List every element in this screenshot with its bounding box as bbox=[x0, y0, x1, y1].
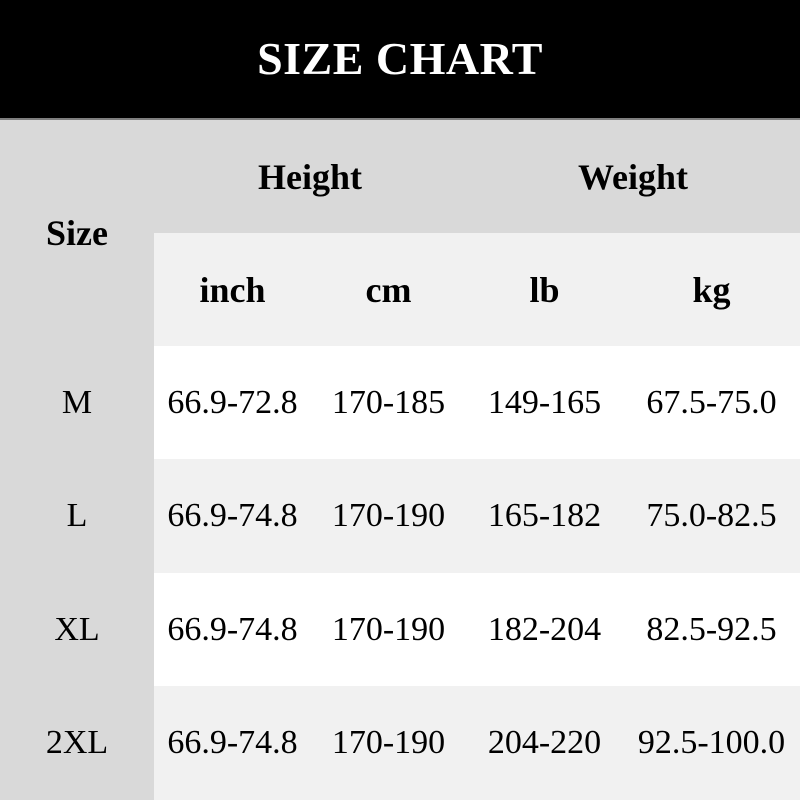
cell-l-weight-kg: 75.0-82.5 bbox=[623, 459, 800, 573]
unit-header-kg: kg bbox=[623, 233, 800, 346]
cell-2xl-height-inch: 66.9-74.8 bbox=[154, 686, 311, 800]
row-label-m: M bbox=[61, 383, 93, 421]
cell-xl-weight-lb: 182-204 bbox=[466, 573, 623, 686]
cell-l-height-cm: 170-190 bbox=[311, 459, 466, 573]
cell-2xl-weight-kg: 92.5-100.0 bbox=[623, 686, 800, 800]
cell-l-height-inch: 66.9-74.8 bbox=[154, 459, 311, 573]
cell-l-weight-lb: 165-182 bbox=[466, 459, 623, 573]
cell-2xl-weight-lb: 204-220 bbox=[466, 686, 623, 800]
cell-m-weight-lb: 149-165 bbox=[466, 346, 623, 459]
header-bar: SIZE CHART bbox=[0, 0, 800, 120]
cell-m-weight-kg: 67.5-75.0 bbox=[623, 346, 800, 459]
cell-m-height-cm: 170-185 bbox=[311, 346, 466, 459]
unit-header-inch: inch bbox=[154, 233, 311, 346]
size-table: Size Height Weight inch cm lb kg M 66.9-… bbox=[0, 120, 800, 800]
cell-2xl-height-cm: 170-190 bbox=[311, 686, 466, 800]
cell-m-height-inch: 66.9-72.8 bbox=[154, 346, 311, 459]
size-chart-title: SIZE CHART bbox=[257, 33, 543, 84]
unit-header-cm: cm bbox=[311, 233, 466, 346]
group-header-weight: Weight bbox=[577, 156, 688, 197]
row-label-xl: XL bbox=[54, 610, 100, 648]
cell-xl-height-inch: 66.9-74.8 bbox=[154, 573, 311, 686]
corner-header-size: Size bbox=[46, 213, 108, 253]
row-label-2xl: 2XL bbox=[45, 724, 109, 761]
cell-xl-weight-kg: 82.5-92.5 bbox=[623, 573, 800, 686]
group-header-height: Height bbox=[258, 156, 362, 197]
unit-header-lb: lb bbox=[466, 233, 623, 346]
cell-xl-height-cm: 170-190 bbox=[311, 573, 466, 686]
row-label-l: L bbox=[66, 497, 88, 534]
